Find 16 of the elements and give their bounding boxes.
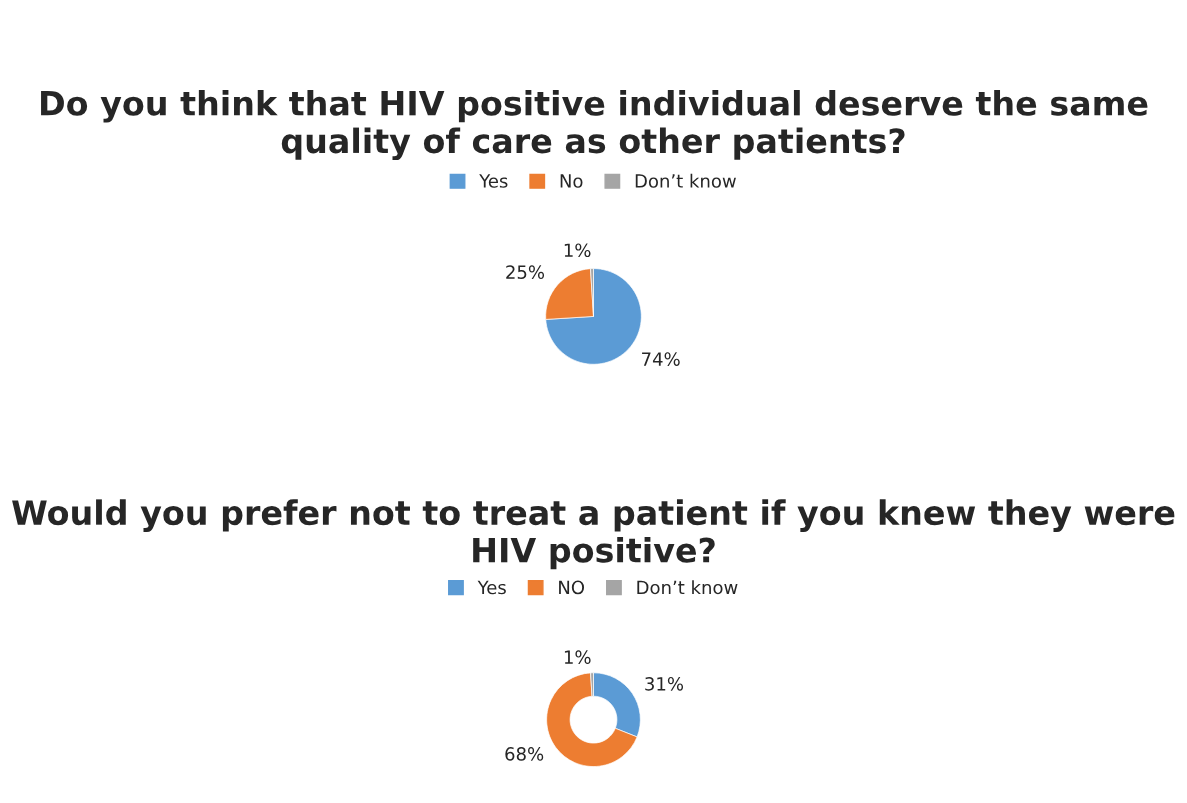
data-label: 25% (506, 265, 545, 279)
legend-label: Yes (479, 174, 508, 188)
data-label: 1% (564, 650, 591, 664)
chart-title: Would you prefer not to treat a patient if you knew they were HIV positive? (12, 499, 1175, 570)
data-label: 1% (564, 243, 591, 258)
pie-slice (545, 268, 642, 365)
legend-label: No (560, 174, 583, 188)
legend-label: Don’t know (637, 580, 738, 595)
chart-title: Do you think that HIV positive individual deserve the same quality of care as other patients? (41, 89, 1148, 161)
data-label: 74% (642, 352, 680, 366)
donut-slice (546, 672, 638, 767)
legend-label: NO (559, 580, 585, 595)
legend-label: Yes (477, 580, 506, 595)
legend-label: Don’t know (635, 173, 736, 188)
data-label: 31% (645, 676, 684, 691)
data-label: 68% (505, 747, 544, 761)
